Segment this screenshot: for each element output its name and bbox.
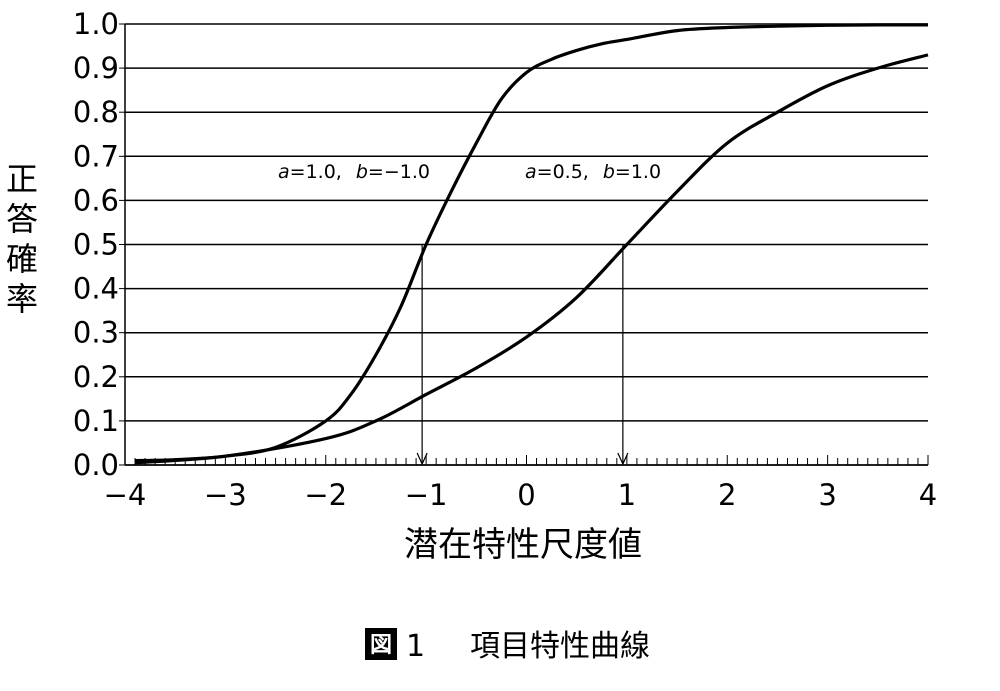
- series-1-annotation: a=1.0, b=−1.0: [278, 161, 430, 183]
- series-2-line: [134, 53, 929, 465]
- y-axis-label: 正答確率: [6, 160, 38, 318]
- b-marker-arrow-2: [617, 452, 629, 466]
- x-tick-label-2: −2: [304, 478, 347, 512]
- series-1-a-label: a: [278, 161, 290, 183]
- x-tick-label-5: 1: [618, 478, 636, 512]
- axes: [119, 23, 929, 466]
- caption-title: 項目特性曲線: [470, 629, 650, 664]
- series-lines: [134, 23, 929, 465]
- y-tick-label-4: 0.4: [73, 272, 119, 306]
- x-tick-label-4: 0: [517, 478, 535, 512]
- series-1-b-value: =−1.0: [368, 161, 430, 183]
- y-tick-label-9: 0.9: [73, 51, 119, 85]
- caption-badge: [365, 628, 397, 660]
- series-1-a-value: =1.0,: [290, 161, 342, 183]
- y-tick-label-5: 0.5: [73, 228, 119, 262]
- figure-caption: 図 1 項目特性曲線: [365, 628, 650, 664]
- y-axis-label-char: 答: [6, 200, 38, 238]
- caption-badge-text: 図: [370, 633, 392, 658]
- y-tick-label-3: 0.3: [73, 316, 119, 350]
- y-tick-label-1: 0.1: [73, 404, 119, 438]
- series-2-annotation: a=0.5, b=1.0: [525, 161, 661, 183]
- series-2-b-value: =1.0: [615, 161, 661, 183]
- y-tick-label-8: 0.8: [73, 95, 119, 129]
- y-tick-label-2: 0.2: [73, 360, 119, 394]
- y-axis-label-char: 確: [6, 240, 38, 278]
- caption-number: 1: [406, 629, 425, 664]
- x-tick-label-0: −4: [104, 478, 147, 512]
- x-tick-label-7: 3: [818, 478, 836, 512]
- y-tick-labels: 0.0 0.1 0.2 0.3 0.4 0.5 0.6 0.7 0.8 0.9 1.0: [73, 7, 119, 482]
- y-axis-label-char: 率: [6, 280, 38, 318]
- b-markers: [416, 244, 629, 466]
- b-marker-arrow-1: [416, 452, 428, 466]
- x-tick-label-1: −3: [204, 478, 247, 512]
- y-tick-label-10: 1.0: [73, 7, 119, 41]
- x-axis-label: 潜在特性尺度値: [404, 525, 642, 565]
- x-tick-label-8: 4: [919, 478, 937, 512]
- y-tick-label-6: 0.6: [73, 183, 119, 217]
- y-gridlines: [125, 23, 928, 466]
- y-tick-label-0: 0.0: [73, 448, 119, 482]
- series-2-b-label: b: [603, 161, 615, 183]
- x-tick-label-6: 2: [718, 478, 736, 512]
- series-1-line: [135, 23, 929, 463]
- series-2-a-label: a: [525, 161, 537, 183]
- series-1-b-label: b: [356, 161, 368, 183]
- y-axis-label-char: 正: [6, 160, 38, 198]
- y-tick-label-7: 0.7: [73, 139, 119, 173]
- series-2-a-value: =0.5,: [537, 161, 589, 183]
- x-tick-labels: −4 −3 −2 −1 0 1 2 3 4: [104, 478, 938, 512]
- x-tick-label-3: −1: [405, 478, 448, 512]
